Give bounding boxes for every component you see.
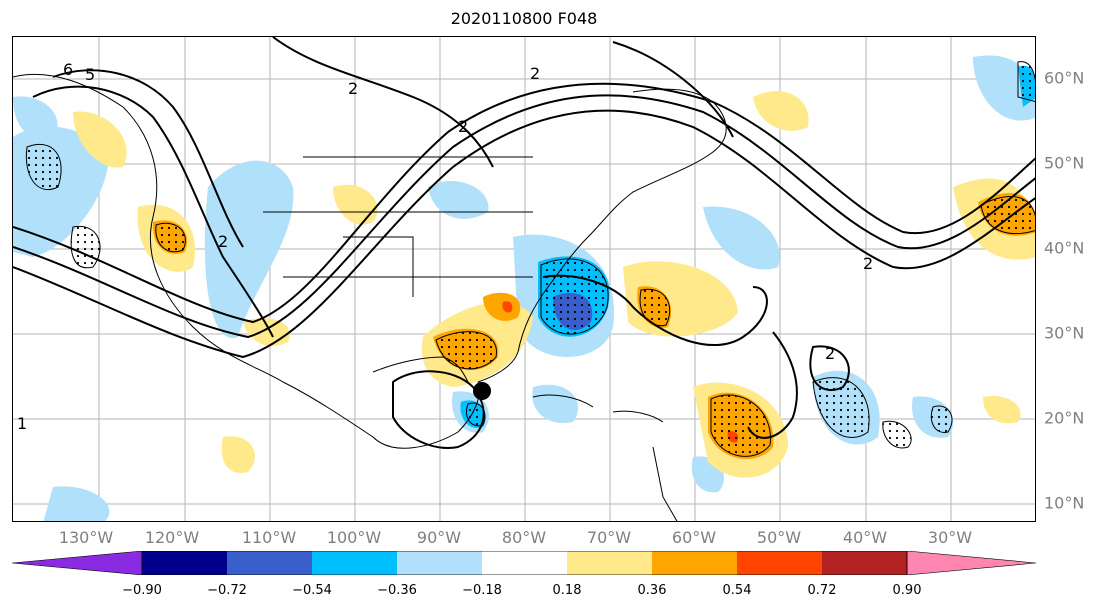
lon-label: 30°W [927,528,973,547]
colorbar-tick: −0.90 [122,583,162,598]
colorbar [12,551,1037,575]
contour-lines [13,37,1035,449]
contour-label: 6 [63,60,73,79]
colorbar-tick: 0.18 [552,583,582,598]
lon-label: 60°W [671,528,717,547]
contour-label: 2 [863,254,873,273]
lat-label: 50°N [1044,153,1085,173]
lon-label: 40°W [842,528,888,547]
colorbar-tick: −0.36 [377,583,417,598]
colorbar-tick: 0.90 [892,583,922,598]
colorbar-tick: −0.54 [292,583,332,598]
colorbar-tick: 0.72 [807,583,837,598]
contour-label: 2 [458,117,468,136]
colorbar-segment [227,551,312,575]
contour-label: 2 [825,344,835,363]
significance-stipple [25,61,1035,457]
lat-label: 60°N [1044,68,1085,88]
map-title: 2020110800 F048 [450,9,598,28]
colorbar-tick: 0.54 [722,583,752,598]
colorbar-tick: 0.36 [637,583,667,598]
lon-label: 50°W [756,528,802,547]
map-canvas: 6 5 2 2 2 2 2 2 1 [13,37,1035,521]
colorbar-segment [652,551,737,575]
colorbar-segment [397,551,482,575]
lon-label: 80°W [501,528,547,547]
lon-label: 100°W [326,528,382,547]
map-panel: 6 5 2 2 2 2 2 2 1 [12,36,1036,522]
lat-label: 30°N [1044,323,1085,343]
lon-label: 130°W [58,528,114,547]
colorbar-segment [482,551,567,575]
lat-label: 20°N [1044,408,1085,428]
contour-label: 5 [85,65,95,84]
colorbar-segment [312,551,397,575]
lon-label: 110°W [241,528,297,547]
lon-label: 70°W [586,528,632,547]
contour-label: 1 [17,414,27,433]
lat-label: 10°N [1044,493,1085,513]
lon-label: 90°W [416,528,462,547]
storm-center-marker [473,382,491,400]
colorbar-tick: −0.72 [207,583,247,598]
colorbar-tick: −0.18 [462,583,502,598]
lon-label: 120°W [144,528,200,547]
contour-label-group: 6 5 2 2 2 2 2 2 1 [17,60,873,433]
contour-label: 2 [218,232,228,251]
colorbar-segment [12,551,143,575]
colorbar-segment [567,551,652,575]
colorbar-segment [737,551,822,575]
contour-label: 2 [530,64,540,83]
colorbar-segment [906,551,1037,575]
contour-label: 2 [348,79,358,98]
lat-label: 40°N [1044,238,1085,258]
colorbar-segment [822,551,907,575]
colorbar-segment [142,551,227,575]
